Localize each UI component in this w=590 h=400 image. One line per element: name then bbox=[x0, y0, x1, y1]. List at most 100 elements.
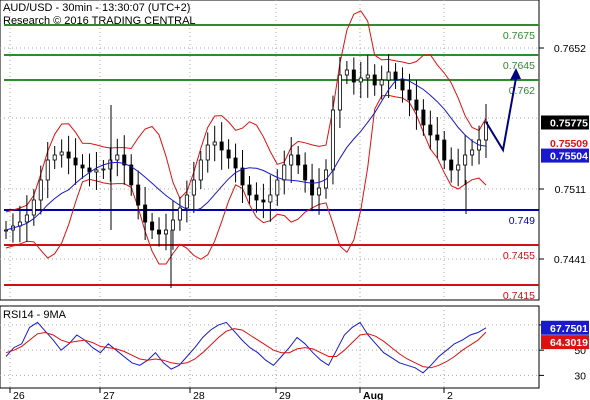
candle-body bbox=[212, 141, 217, 146]
candle-body bbox=[358, 77, 363, 83]
candle-body bbox=[421, 109, 426, 126]
level-label-0-7455: 0.7455 bbox=[503, 250, 535, 262]
candle-body bbox=[205, 144, 210, 161]
x-tick-label: 29 bbox=[279, 390, 291, 400]
candle-body bbox=[400, 79, 405, 91]
candle-body bbox=[379, 79, 384, 86]
candle-body bbox=[449, 159, 454, 171]
candle-body bbox=[80, 164, 85, 169]
level-label-0-762: 0.762 bbox=[509, 85, 535, 97]
candle-body bbox=[73, 157, 78, 166]
candle-body bbox=[136, 184, 141, 206]
candle-body bbox=[191, 179, 196, 196]
candle-body bbox=[435, 134, 440, 141]
candle-body bbox=[344, 69, 349, 76]
x-tick-label: 26 bbox=[13, 390, 25, 400]
rsi-title: RSI14 - 9MA bbox=[3, 309, 67, 321]
chart-header-line1: AUD/USD - 30min - 13:30:07 (UTC+2) bbox=[3, 2, 190, 14]
candle-body bbox=[108, 159, 113, 170]
rsi-badge-bg bbox=[541, 320, 589, 335]
candle-body bbox=[268, 194, 273, 203]
level-label-0-7415: 0.7415 bbox=[503, 290, 535, 302]
candle-body bbox=[414, 99, 419, 111]
price-badge-text: 0.75775 bbox=[550, 118, 588, 130]
candle-body bbox=[66, 151, 71, 159]
candle-body bbox=[456, 164, 461, 171]
candle-body bbox=[275, 179, 280, 196]
candle-body bbox=[101, 168, 106, 171]
moving-average-line bbox=[5, 78, 487, 231]
y-tick-label: 0.7511 bbox=[555, 184, 586, 196]
candle-body bbox=[163, 229, 168, 235]
x-tick-label: 27 bbox=[103, 390, 115, 400]
candles-layer bbox=[4, 54, 488, 288]
candle-body bbox=[310, 179, 315, 196]
candle-body bbox=[226, 149, 231, 159]
candle-body bbox=[372, 74, 377, 86]
level-label-0-749: 0.749 bbox=[509, 215, 535, 227]
candle-body bbox=[31, 199, 36, 216]
level-label-0-7675: 0.7675 bbox=[503, 30, 535, 42]
candle-body bbox=[38, 179, 43, 201]
x-axis-layer: 26 27 28 29 Aug 2 bbox=[9, 388, 453, 400]
rsi-tick-label: 30 bbox=[574, 370, 586, 382]
candle-body bbox=[122, 154, 127, 166]
candle-body bbox=[150, 221, 155, 231]
rsi-line bbox=[5, 321, 487, 374]
y-tick-label: 0.7652 bbox=[554, 43, 586, 55]
candle-body bbox=[240, 167, 245, 186]
candle-body bbox=[330, 109, 335, 171]
candle-body bbox=[24, 214, 29, 223]
y-tick-label: 0.7441 bbox=[554, 254, 586, 266]
candle-body bbox=[157, 229, 162, 235]
candle-body bbox=[233, 157, 238, 169]
grid-layer bbox=[0, 0, 539, 388]
candle-body bbox=[393, 71, 398, 81]
bollinger-upper bbox=[5, 10, 487, 213]
rsi-ma-line bbox=[5, 328, 487, 369]
candle-body bbox=[337, 74, 342, 111]
candle-body bbox=[296, 154, 301, 166]
candle-body bbox=[428, 124, 433, 136]
bollinger-bands-layer bbox=[5, 10, 487, 265]
price-badge-bg bbox=[541, 136, 589, 151]
candle-body bbox=[177, 207, 182, 221]
projection-arrowhead bbox=[510, 68, 521, 80]
rsi-badge-bg bbox=[541, 335, 589, 350]
price-badge-bg bbox=[541, 148, 589, 163]
candle-body bbox=[289, 154, 294, 166]
candle-body bbox=[115, 154, 120, 161]
candle-body bbox=[442, 139, 447, 161]
candle-body bbox=[59, 151, 64, 156]
price-badge-text: 0.75504 bbox=[550, 151, 588, 163]
x-tick-label: 28 bbox=[193, 390, 205, 400]
rsi-tick-label: 50 bbox=[574, 345, 586, 357]
candle-body bbox=[219, 141, 224, 151]
candle-body bbox=[129, 164, 134, 186]
projection-arrow-layer bbox=[485, 68, 521, 153]
price-badge-text: 0.75509 bbox=[550, 138, 588, 150]
candle-body bbox=[170, 219, 175, 231]
candle-body bbox=[94, 169, 99, 173]
candle-body bbox=[198, 159, 203, 181]
candle-body bbox=[470, 149, 475, 156]
candle-body bbox=[143, 204, 148, 223]
candle-body bbox=[317, 187, 322, 196]
candle-body bbox=[261, 199, 266, 203]
candle-body bbox=[184, 194, 189, 209]
price-badge-bg bbox=[541, 115, 589, 130]
candle-body bbox=[282, 164, 287, 181]
candle-body bbox=[247, 184, 252, 196]
candle-body bbox=[303, 164, 308, 181]
x-tick-label: 2 bbox=[447, 390, 453, 400]
candle-body bbox=[365, 74, 370, 79]
level-label-0-7645: 0.7645 bbox=[503, 60, 535, 72]
rsi-badge-text: 67.7501 bbox=[550, 323, 588, 335]
levels-layer: 0.7675 0.7645 0.762 0.749 0.7455 0.7415 bbox=[4, 24, 539, 302]
bollinger-lower bbox=[5, 94, 487, 265]
candle-body bbox=[52, 154, 57, 161]
